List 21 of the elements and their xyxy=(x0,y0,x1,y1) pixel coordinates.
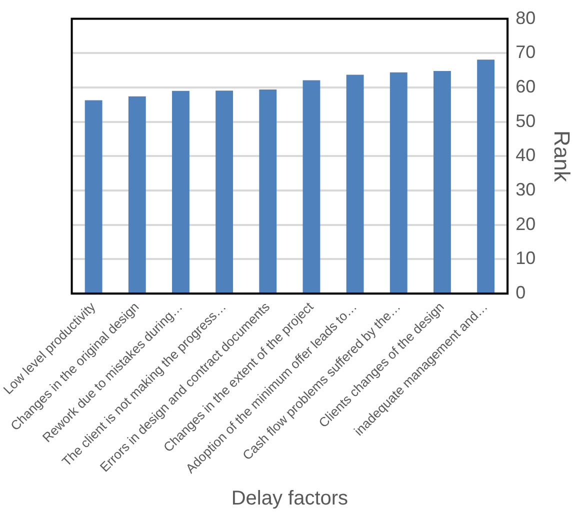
bar xyxy=(433,71,451,293)
y-tick-label: 10 xyxy=(516,248,536,268)
y-tick-label: 30 xyxy=(516,180,536,200)
bar xyxy=(259,90,277,293)
bar xyxy=(172,90,190,293)
bar xyxy=(84,100,102,293)
bar xyxy=(390,72,408,293)
bar xyxy=(477,60,495,293)
y-tick-label: 80 xyxy=(516,8,536,28)
bar xyxy=(346,74,364,293)
y-tick-label: 0 xyxy=(516,282,526,303)
x-axis-title: Delay factors xyxy=(231,488,348,510)
bar xyxy=(302,80,320,293)
y-tick-label: 50 xyxy=(516,110,536,131)
y-tick-label: 20 xyxy=(516,214,536,234)
y-axis-title: Rank xyxy=(550,130,575,183)
y-tick-label: 40 xyxy=(516,145,536,166)
y-tick-label: 60 xyxy=(516,76,536,96)
bar xyxy=(128,96,146,293)
y-tick-label: 70 xyxy=(516,42,536,62)
bar xyxy=(216,90,234,293)
